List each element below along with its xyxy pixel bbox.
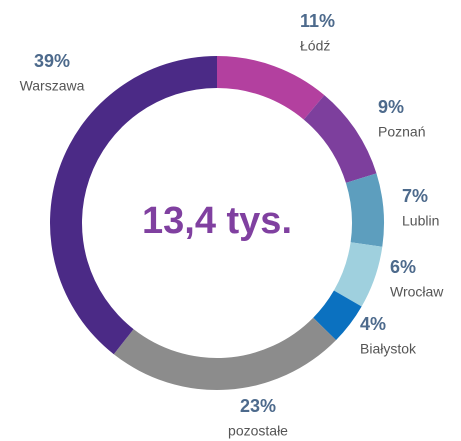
category-label: Poznań xyxy=(378,124,425,140)
category-label: Białystok xyxy=(360,341,417,357)
donut-segment xyxy=(313,290,362,341)
category-label: Lublin xyxy=(402,213,439,229)
donut-segment xyxy=(113,317,337,391)
donut-segment xyxy=(333,242,383,307)
donut-segment xyxy=(50,55,217,355)
value-label: 23% xyxy=(240,396,276,416)
category-label: Łódź xyxy=(300,38,330,54)
category-label: Wrocław xyxy=(390,284,444,300)
value-label: 9% xyxy=(378,97,404,117)
value-label: 39% xyxy=(34,51,70,71)
category-label: Warszawa xyxy=(20,78,85,94)
category-label: pozostałe xyxy=(228,423,288,439)
donut-segment xyxy=(217,56,325,120)
value-label: 7% xyxy=(402,186,428,206)
donut-segment xyxy=(345,173,384,247)
value-label: 6% xyxy=(390,257,416,277)
value-label: 4% xyxy=(360,314,386,334)
donut-segment xyxy=(303,95,377,183)
value-label: 11% xyxy=(300,11,335,31)
center-label: 13,4 tys. xyxy=(142,200,292,242)
